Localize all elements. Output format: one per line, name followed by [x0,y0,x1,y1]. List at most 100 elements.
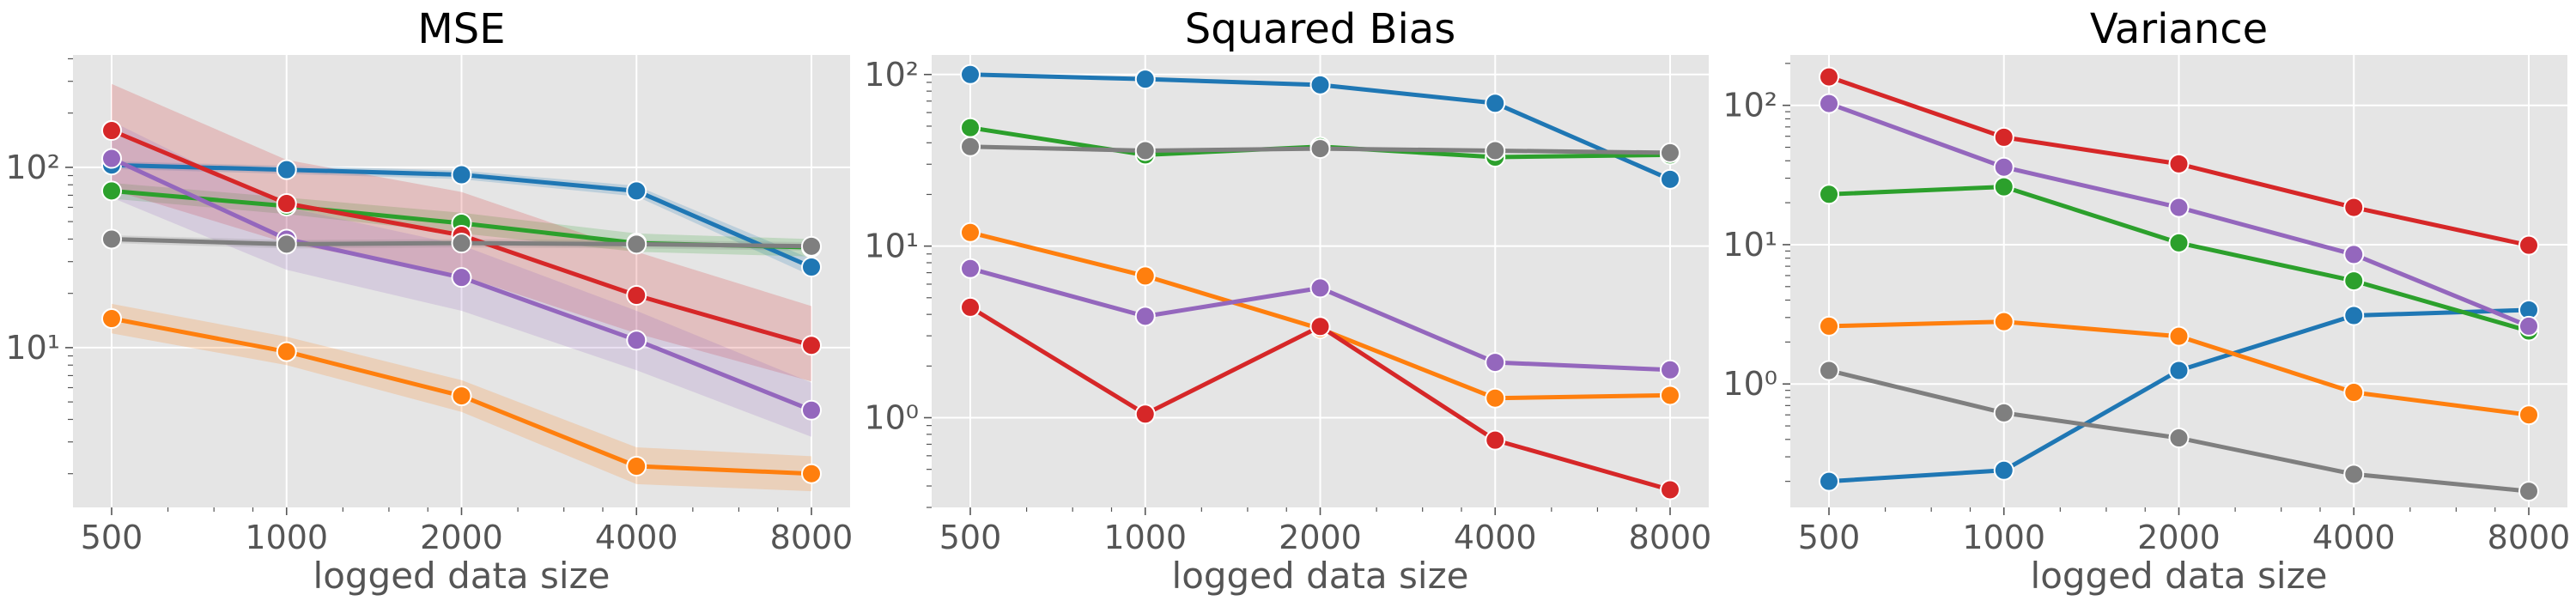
data-point [801,399,822,421]
data-point [1134,404,1156,425]
series-1 [960,64,1680,190]
data-point [1485,429,1506,451]
series-2 [101,308,822,484]
series-lines [960,64,1680,501]
series-4 [960,296,1680,501]
data-point [1660,385,1680,406]
y-tick-label: 10¹ [864,228,919,265]
data-point [1819,93,1839,114]
data-point [1660,359,1680,380]
y-tick-label: 10⁰ [1722,365,1777,403]
data-point [276,234,297,255]
x-tick-label: 500 [1798,519,1861,556]
data-point [2518,315,2539,337]
data-point [1134,140,1156,161]
data-point [626,234,647,255]
y-tick-label: 10⁰ [864,398,919,436]
series-6 [960,136,1680,163]
minor-ticks [927,82,1637,512]
x-tick-label: 1000 [1103,519,1187,556]
data-point [1993,126,2014,148]
data-point [2343,197,2365,218]
data-point [626,330,647,351]
data-point [960,296,981,318]
data-point [1993,402,2014,423]
data-point [2343,244,2365,265]
data-point [2168,325,2190,347]
data-point [1134,69,1156,90]
data-point [1660,479,1680,501]
x-tick-label: 500 [81,519,143,556]
data-point [1993,176,2014,197]
data-point [101,308,122,330]
data-point [1485,140,1506,161]
series-4 [1819,66,2539,256]
x-tick-label: 4000 [595,519,678,556]
data-point [1819,315,1839,337]
data-point [1819,470,1839,492]
data-point [2343,270,2365,292]
x-axis-label: logged data size [313,555,611,597]
x-tick-label: 2000 [420,519,503,556]
chart-title: Squared Bias [1185,5,1455,53]
data-point [101,228,122,250]
data-point [1819,360,1839,381]
series-lines [101,120,822,484]
y-tick-label: 10¹ [1722,226,1777,264]
data-point [1993,459,2014,481]
data-point [1309,316,1331,337]
data-point [801,335,822,356]
data-point [626,180,647,202]
x-tick-label: 8000 [770,519,854,556]
x-tick-label: 4000 [1454,519,1537,556]
series-2 [1819,311,2539,426]
data-point [451,385,472,407]
data-point [1819,184,1839,205]
data-point [2168,197,2190,218]
x-tick-label: 2000 [1279,519,1362,556]
data-point [2343,382,2365,404]
data-point [2168,428,2190,449]
data-point [2168,360,2190,381]
x-tick-label: 4000 [2312,519,2396,556]
data-point [1819,66,1839,88]
data-point [1485,352,1506,373]
data-point [451,267,472,288]
data-point [276,159,297,180]
data-point [960,258,981,279]
y-tick-label: 10¹ [5,329,60,367]
data-point [1309,138,1331,160]
chart-panel-1: 10¹ 10² 500 1000 2000 4000 8000 MSE logged data … [5,5,853,597]
tick-labels: 10⁰ 10¹ 10² 500 1000 2000 4000 8000 [864,56,1711,556]
chart-panel-2: 10⁰ 10¹ 10² 500 1000 2000 4000 8000 Squared Bias… [864,5,1711,597]
data-point [1993,311,2014,332]
data-point [960,64,981,85]
x-tick-label: 2000 [2137,519,2221,556]
y-tick-label: 10² [5,149,60,186]
data-point [276,193,297,215]
data-point [2518,234,2539,256]
data-point [801,235,822,257]
minor-ticks [1785,63,2496,512]
chart-panel-3: 10⁰ 10¹ 10² 500 1000 2000 4000 8000 Variance logg… [1722,5,2570,597]
data-point [101,180,122,202]
y-tick-label: 10² [864,56,919,94]
x-tick-label: 1000 [1962,519,2045,556]
series-1 [1819,299,2539,492]
x-tick-label: 1000 [245,519,328,556]
data-point [960,136,981,157]
data-point [101,148,122,169]
data-point [1660,142,1680,163]
series-lines [1819,66,2539,502]
data-point [1309,277,1331,299]
chart-title: Variance [2090,5,2268,53]
series-5 [960,258,1680,380]
x-axis-label: logged data size [2031,555,2328,597]
data-point [1134,306,1156,327]
data-point [451,164,472,185]
data-point [801,463,822,484]
data-point [1485,387,1506,409]
series-6 [101,228,822,257]
tick-labels: 10⁰ 10¹ 10² 500 1000 2000 4000 8000 [1722,87,2570,556]
